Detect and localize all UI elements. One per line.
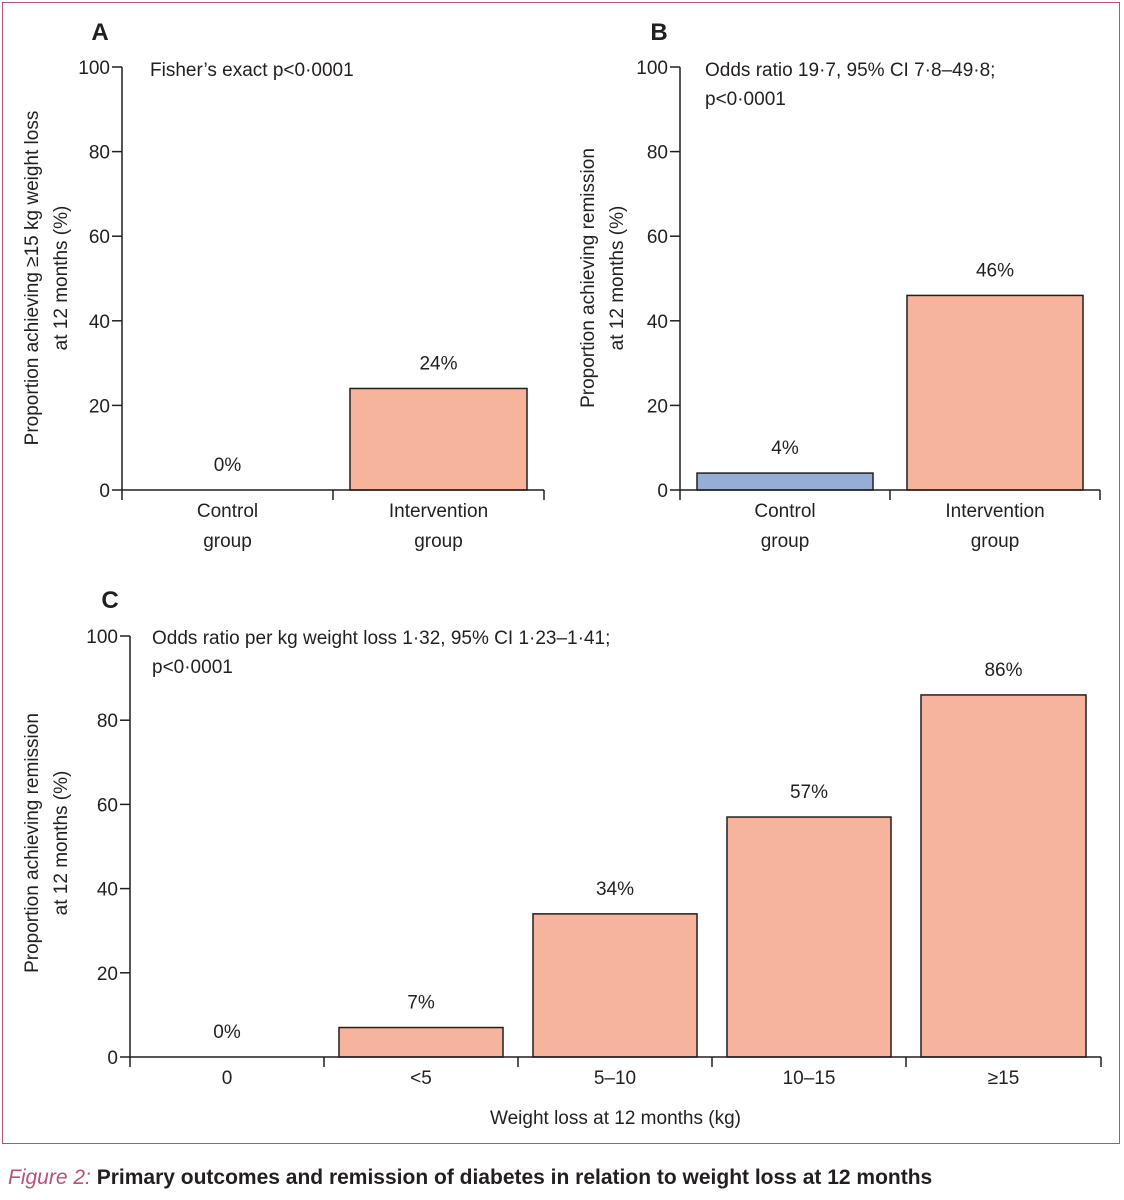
panel-a-annotation: Fisher’s exact p<0·0001 (150, 60, 354, 81)
panel-letter-a: A (91, 19, 108, 46)
panel-c-y-tick-label: 20 (97, 964, 118, 985)
panel-b-y-tick-label: 100 (636, 58, 668, 79)
panel-c-annotation: Odds ratio per kg weight loss 1·32, 95% … (152, 628, 610, 649)
panel-c-y-tick-label: 100 (86, 627, 118, 648)
panel-a-y-axis-title: at 12 months (%) (51, 206, 72, 351)
panel-a-y-tick-label: 40 (89, 312, 110, 333)
figure-charts: A Fisher’s exact p<0·0001 0% 24% 0 20 40 60 80 10… (22, 19, 1102, 1129)
panel-a-y-axis-title: Proportion achieving ≥15 kg weight loss (22, 111, 43, 446)
panel-b-y-tick-label: 60 (647, 227, 668, 248)
panel-c-bar (532, 913, 698, 1058)
panel-b-data-label: 4% (771, 438, 799, 459)
panel-c-y-tick-label: 80 (97, 711, 118, 732)
panel-b-x-tick-label: group (761, 531, 810, 552)
panel-c-bar (338, 1026, 504, 1058)
panel-c-x-tick-label: ≥15 (988, 1068, 1020, 1089)
panel-c-x-tick-label: 5–10 (594, 1068, 636, 1089)
panel-c-x-tick-label: 10–15 (783, 1068, 836, 1089)
panel-a-y-tick-label: 20 (89, 396, 110, 417)
panel-b-y-axis-title: Proportion achieving remission (578, 148, 599, 408)
caption-text: Primary outcomes and remission of diabet… (90, 1166, 933, 1189)
panel-a-x-tick-label: group (414, 531, 463, 552)
panel-c-data-label: 0% (213, 1022, 241, 1043)
panel-b-y-tick-label: 20 (647, 396, 668, 417)
panel-c-y-axis-title: Proportion achieving remission (22, 713, 43, 973)
panel-a-x-tick-label: Control (197, 501, 258, 522)
panel-b-y-tick-label: 0 (657, 481, 668, 502)
panel-a-x-tick-label: Intervention (389, 501, 488, 522)
panel-a-y-tick-label: 80 (89, 143, 110, 164)
chart-panel-b: B Odds ratio 19·7, 95% CI 7·8–49·8; p<0·00… (578, 19, 1101, 552)
panel-b-y-tick-label: 40 (647, 312, 668, 333)
panel-a-data-label: 24% (419, 353, 457, 374)
panel-c-y-tick-label: 0 (107, 1048, 118, 1069)
panel-c-annotation: p<0·0001 (152, 657, 233, 678)
panel-a-x-tick-label: group (203, 531, 252, 552)
panel-c-bar (920, 694, 1087, 1058)
panel-c-data-label: 57% (790, 782, 828, 803)
panel-letter-c: C (101, 587, 118, 614)
panel-c-x-tick-label: 0 (222, 1068, 233, 1089)
panel-a-y-tick-label: 100 (78, 58, 110, 79)
panel-a-y-tick-label: 60 (89, 227, 110, 248)
panel-c-data-label: 86% (984, 660, 1022, 681)
panel-b-bar (696, 472, 874, 491)
panel-b-annotation: Odds ratio 19·7, 95% CI 7·8–49·8; (705, 60, 995, 81)
panel-c-y-tick-label: 40 (97, 880, 118, 901)
panel-c-data-label: 7% (407, 993, 435, 1014)
panel-a-data-label: 0% (214, 455, 242, 476)
panel-c-y-axis-title: at 12 months (%) (51, 771, 72, 916)
panel-letter-b: B (650, 19, 667, 46)
figure-frame (2, 2, 1120, 1144)
panel-b-data-label: 46% (976, 260, 1014, 281)
chart-panel-c: C Odds ratio per kg weight loss 1·32, 95%… (22, 587, 1102, 1129)
panel-c-bar (726, 816, 892, 1058)
panel-c-y-tick-label: 60 (97, 795, 118, 816)
panel-c-x-axis-title: Weight loss at 12 months (kg) (490, 1108, 741, 1129)
figure-caption: Figure 2: Primary outcomes and remission… (8, 1166, 932, 1190)
panel-b-y-axis-title: at 12 months (%) (607, 206, 628, 351)
panel-b-bar (906, 294, 1084, 491)
panel-a-y-tick-label: 0 (99, 481, 110, 502)
panel-c-data-label: 34% (596, 879, 634, 900)
panel-a-bar (349, 387, 528, 491)
panel-b-x-tick-label: Intervention (945, 501, 1044, 522)
panel-c-x-tick-label: <5 (410, 1068, 432, 1089)
caption-lead: Figure 2: (8, 1166, 91, 1189)
panel-b-x-tick-label: Control (754, 501, 815, 522)
panel-b-annotation: p<0·0001 (705, 89, 786, 110)
panel-b-x-tick-label: group (971, 531, 1020, 552)
panel-b-y-tick-label: 80 (647, 143, 668, 164)
chart-panel-a: A Fisher’s exact p<0·0001 0% 24% 0 20 40 60 80 10… (22, 19, 545, 552)
